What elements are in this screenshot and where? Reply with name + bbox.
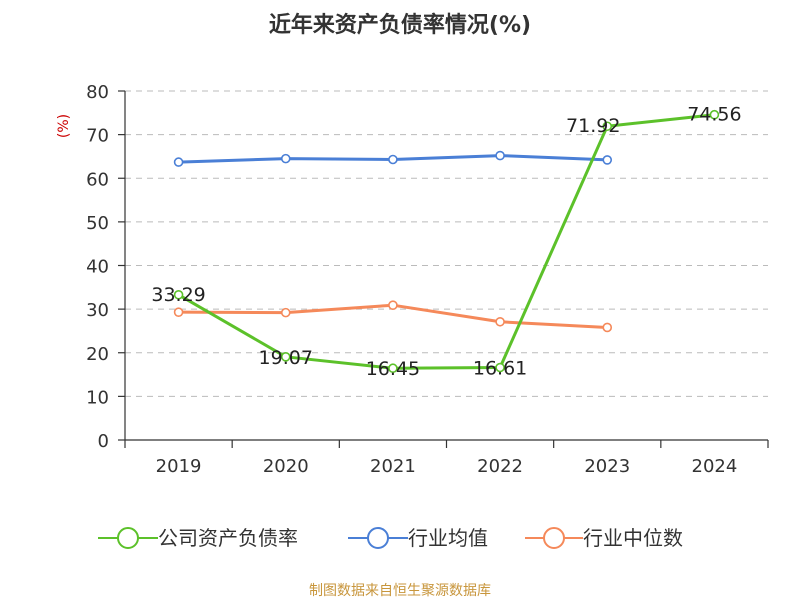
- y-axis-unit-label: (%): [56, 114, 72, 138]
- axes: 0 10 20 30 40 50 60 70 80 2019 2020 2021 2022 2023 202…: [86, 82, 769, 477]
- x-tick-label: 2021: [370, 456, 416, 477]
- data-label: 74.56: [687, 104, 741, 126]
- source-note: 制图数据来自恒生聚源数据库: [309, 583, 491, 599]
- legend: 公司资产负债率 行业均值 行业中位数: [98, 526, 683, 550]
- data-point: [280, 153, 291, 164]
- series-line-0: [177, 113, 715, 370]
- legend-marker: [117, 527, 139, 549]
- data-label: 71.92: [566, 115, 620, 137]
- x-tick-label: 2020: [263, 456, 309, 477]
- data-point: [173, 157, 184, 167]
- data-label: 16.61: [473, 358, 527, 380]
- x-tick-label: 2024: [692, 456, 738, 477]
- legend-label: 公司资产负债率: [158, 526, 298, 550]
- legend-marker: [367, 527, 389, 549]
- data-point: [173, 307, 184, 317]
- data-point: [388, 300, 398, 310]
- data-point: [602, 121, 613, 132]
- data-point: [280, 352, 291, 362]
- y-tick-label: 40: [86, 257, 109, 278]
- data-point: [495, 316, 505, 327]
- data-point: [602, 155, 613, 165]
- y-tick-label: 10: [86, 387, 109, 408]
- data-point: [709, 109, 720, 120]
- y-tick-label: 50: [86, 213, 109, 234]
- legend-label: 行业中位数: [583, 526, 683, 550]
- data-labels: 33.29 19.07 16.45 16.61 71.92 74.56: [151, 104, 741, 381]
- legend-marker: [543, 527, 565, 549]
- y-tick-label: 60: [86, 169, 109, 190]
- data-point: [388, 363, 398, 374]
- grid-lines: [125, 90, 768, 397]
- data-label: 19.07: [259, 347, 313, 369]
- y-tick-label: 0: [98, 431, 109, 452]
- data-point: [602, 322, 613, 333]
- y-tick-label: 30: [86, 300, 109, 321]
- data-label: 33.29: [151, 284, 205, 306]
- x-tick-label: 2022: [477, 456, 523, 477]
- x-tick-label: 2019: [156, 456, 202, 477]
- series-lines: [173, 109, 720, 374]
- legend-label: 行业均值: [408, 526, 488, 550]
- data-label: 16.45: [366, 358, 420, 380]
- data-point: [173, 289, 184, 300]
- data-point: [388, 154, 398, 165]
- data-point: [495, 362, 505, 373]
- chart-title: 近年来资产负债率情况(%): [269, 12, 531, 38]
- y-tick-label: 20: [86, 344, 109, 365]
- x-tick-label: 2023: [584, 456, 630, 477]
- y-tick-label: 70: [86, 126, 109, 147]
- data-point: [280, 307, 291, 318]
- y-tick-label: 80: [86, 82, 109, 103]
- data-point: [495, 150, 505, 161]
